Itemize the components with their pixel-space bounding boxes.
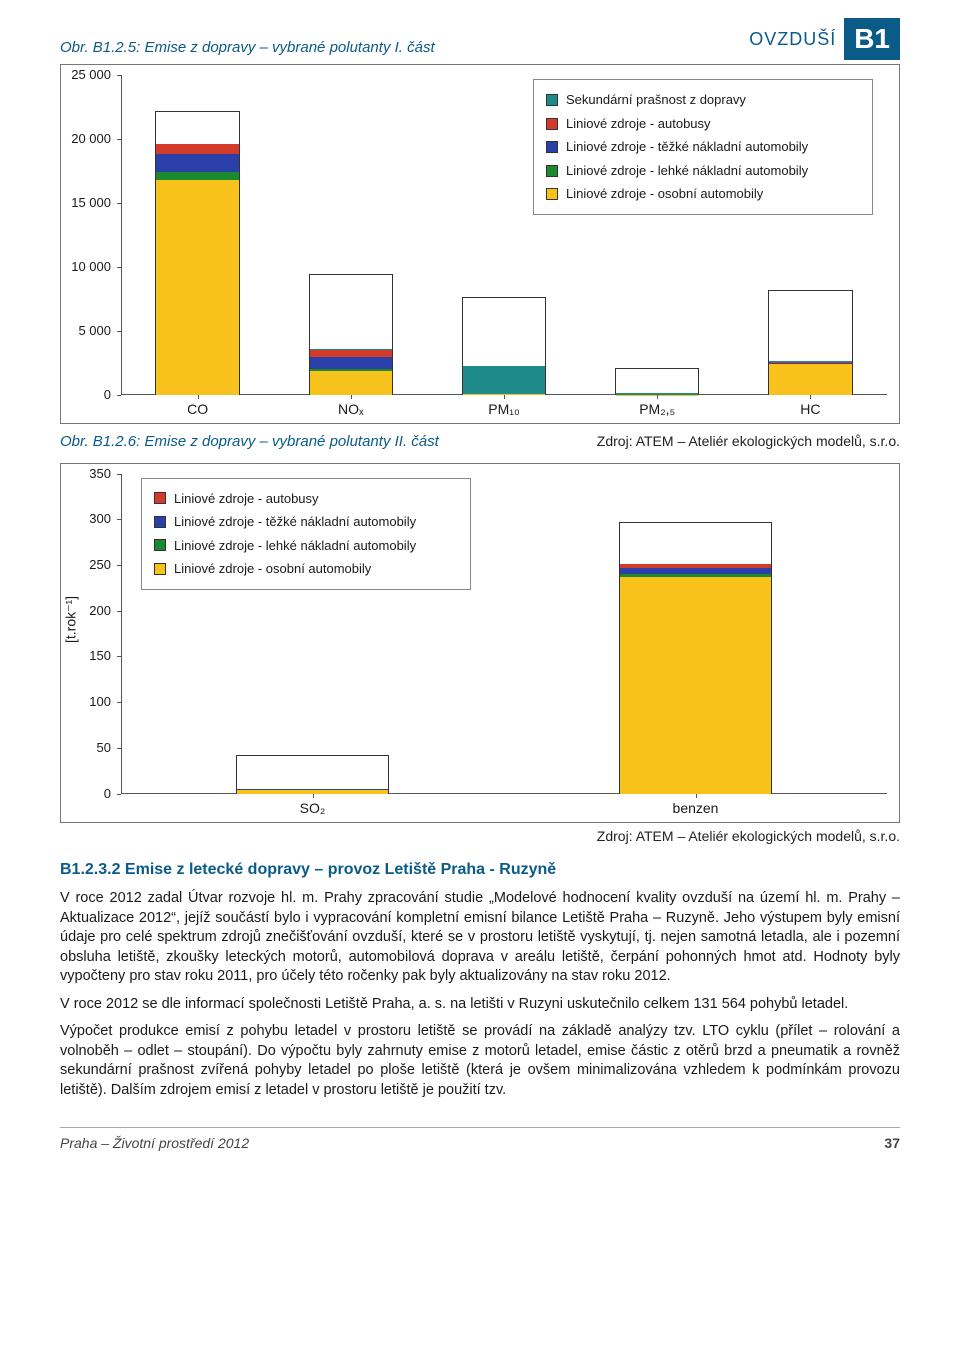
page-footer: Praha – Životní prostředí 2012 37 [60, 1127, 900, 1153]
y-tick-label: 15 000 [61, 194, 117, 212]
y-tick-label: 0 [61, 785, 117, 803]
bar-segment [156, 154, 238, 172]
legend-label: Liniové zdroje - autobusy [566, 115, 711, 133]
bar-stack [236, 755, 389, 793]
legend-label: Liniové zdroje - osobní automobily [174, 560, 371, 578]
legend-swatch [546, 141, 558, 153]
legend-label: Liniové zdroje - těžké nákladní automobi… [174, 513, 416, 531]
chart-emise-2: [t.rok⁻¹] 050100150200250300350SO₂benzen… [60, 463, 900, 823]
y-tick-label: 20 000 [61, 130, 117, 148]
chart2-source: Zdroj: ATEM – Ateliér ekologických model… [60, 827, 900, 846]
legend-item: Liniové zdroje - lehké nákladní automobi… [154, 534, 458, 558]
legend-item: Liniové zdroje - těžké nákladní automobi… [154, 510, 458, 534]
legend-item: Liniové zdroje - autobusy [546, 112, 860, 136]
legend-item: Sekundární prašnost z dopravy [546, 88, 860, 112]
legend-swatch [154, 539, 166, 551]
legend-label: Sekundární prašnost z dopravy [566, 91, 746, 109]
legend-swatch [546, 188, 558, 200]
x-category-label: PM₂,₅ [639, 400, 675, 419]
legend-item: Liniové zdroje - osobní automobily [154, 557, 458, 581]
bar-stack [768, 290, 852, 395]
bar-segment [463, 366, 545, 394]
bar-stack [619, 522, 772, 794]
y-tick-label: 25 000 [61, 66, 117, 84]
bar-segment [310, 371, 392, 395]
bar-stack [615, 368, 699, 395]
legend-item: Liniové zdroje - těžké nákladní automobi… [546, 135, 860, 159]
x-category-label: HC [800, 400, 820, 419]
legend-item: Liniové zdroje - osobní automobily [546, 182, 860, 206]
bar-segment [156, 172, 238, 180]
y-tick-label: 100 [61, 693, 117, 711]
body-paragraph: V roce 2012 zadal Útvar rozvoje hl. m. P… [60, 889, 900, 987]
legend-swatch [546, 118, 558, 130]
bar-segment [769, 364, 851, 395]
legend-label: Liniové zdroje - autobusy [174, 490, 319, 508]
y-tick-label: 0 [61, 386, 117, 404]
y-tick-label: 350 [61, 465, 117, 483]
bar-segment [156, 144, 238, 154]
bar-segment [620, 577, 771, 793]
legend-swatch [154, 563, 166, 575]
legend-label: Liniové zdroje - těžké nákladní automobi… [566, 138, 808, 156]
x-category-label: SO₂ [300, 799, 326, 818]
section-heading: B1.2.3.2 Emise z letecké dopravy – provo… [60, 859, 900, 881]
figure2-title: Obr. B1.2.6: Emise z dopravy – vybrané p… [60, 432, 439, 452]
chart-legend: Liniové zdroje - autobusy Liniové zdroje … [141, 478, 471, 590]
y-tick-label: 250 [61, 556, 117, 574]
y-tick-label: 5 000 [61, 322, 117, 340]
chart1-source: Zdroj: ATEM – Ateliér ekologických model… [597, 432, 900, 451]
body-paragraph: V roce 2012 se dle informací společnosti… [60, 995, 900, 1015]
bar-stack [462, 297, 546, 395]
legend-label: Liniové zdroje - lehké nákladní automobi… [174, 537, 416, 555]
bar-segment [310, 350, 392, 357]
legend-swatch [546, 94, 558, 106]
x-category-label: CO [187, 400, 208, 419]
y-tick-label: 200 [61, 602, 117, 620]
legend-label: Liniové zdroje - osobní automobily [566, 185, 763, 203]
section-corner: OVZDUŠÍ B1 [749, 18, 900, 60]
chart-legend: Sekundární prašnost z dopravy Liniové zdr… [533, 79, 873, 215]
legend-swatch [154, 492, 166, 504]
bar-stack [155, 111, 239, 395]
bar-segment [310, 357, 392, 370]
footer-page-number: 37 [884, 1134, 900, 1153]
legend-item: Liniové zdroje - autobusy [154, 487, 458, 511]
footer-left: Praha – Životní prostředí 2012 [60, 1134, 249, 1153]
chart-emise-1: 0 5 000 10 000 15 000 20 000 25 000 CO NOₓ PM₁₀ P… [60, 64, 900, 424]
body-paragraph: Výpočet produkce emisí z pohybu letadel … [60, 1022, 900, 1100]
legend-label: Liniové zdroje - lehké nákladní automobi… [566, 162, 808, 180]
bar-segment [156, 180, 238, 395]
legend-swatch [546, 165, 558, 177]
x-category-label: PM₁₀ [488, 400, 520, 419]
x-category-label: NOₓ [338, 400, 364, 419]
y-tick-label: 10 000 [61, 258, 117, 276]
y-tick-label: 150 [61, 648, 117, 666]
bar-stack [309, 274, 393, 396]
y-tick-label: 50 [61, 739, 117, 757]
corner-badge: B1 [844, 18, 900, 60]
x-category-label: benzen [673, 799, 719, 818]
legend-item: Liniové zdroje - lehké nákladní automobi… [546, 159, 860, 183]
legend-swatch [154, 516, 166, 528]
y-tick-label: 300 [61, 510, 117, 528]
corner-label: OVZDUŠÍ [749, 27, 836, 51]
